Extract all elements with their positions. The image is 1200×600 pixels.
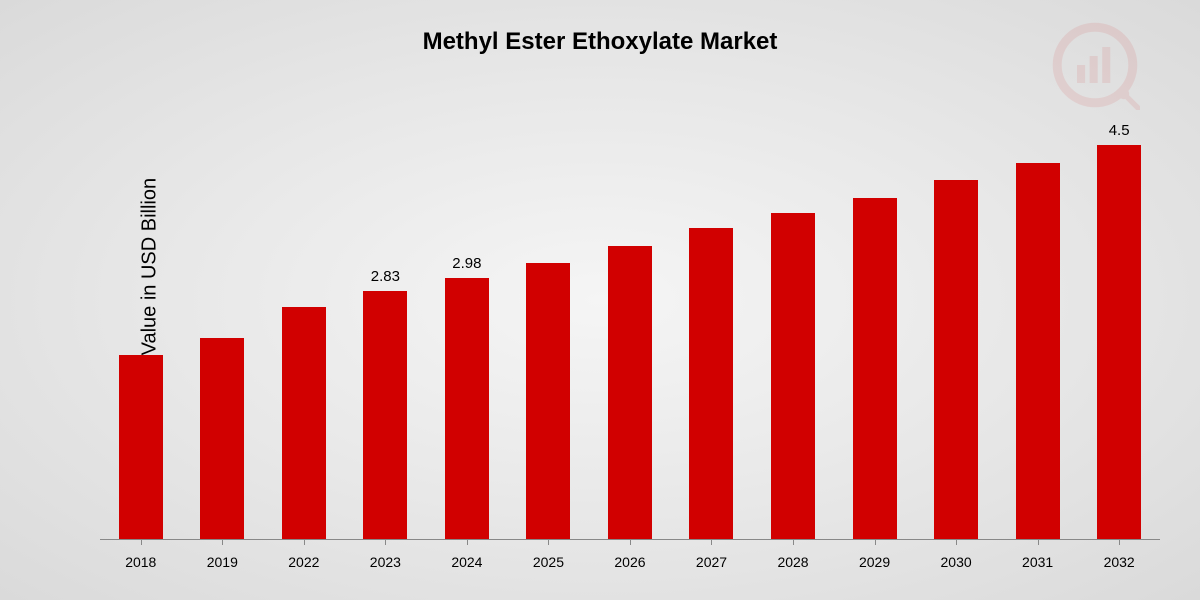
x-axis-label: 2026 — [589, 554, 671, 570]
bar — [689, 228, 733, 539]
bar-slot — [589, 110, 671, 539]
x-axis-label: 2023 — [345, 554, 427, 570]
bar-slot — [100, 110, 182, 539]
x-axis-label: 2031 — [997, 554, 1079, 570]
bar — [1097, 145, 1141, 539]
bar — [445, 278, 489, 539]
x-tick — [875, 539, 876, 545]
x-tick — [385, 539, 386, 545]
bar — [363, 291, 407, 539]
bar — [200, 338, 244, 539]
x-tick — [304, 539, 305, 545]
x-axis-label: 2025 — [508, 554, 590, 570]
bar-slot — [182, 110, 264, 539]
x-axis-label: 2018 — [100, 554, 182, 570]
bar-slot — [915, 110, 997, 539]
bar — [119, 355, 163, 539]
x-axis-label: 2028 — [752, 554, 834, 570]
bar-slot — [263, 110, 345, 539]
x-axis-label: 2029 — [834, 554, 916, 570]
x-tick — [711, 539, 712, 545]
x-tick — [630, 539, 631, 545]
bar-slot — [997, 110, 1079, 539]
bar-slot: 2.83 — [345, 110, 427, 539]
x-axis-label: 2019 — [182, 554, 264, 570]
chart-title: Methyl Ester Ethoxylate Market — [0, 28, 1200, 56]
bar-slot: 4.5 — [1078, 110, 1160, 539]
x-tick — [141, 539, 142, 545]
plot-area: 2.83 2.98 4.5 — [100, 110, 1160, 540]
bar-slot — [508, 110, 590, 539]
bar — [526, 263, 570, 539]
bar — [282, 307, 326, 539]
x-tick — [467, 539, 468, 545]
x-axis-label: 2030 — [915, 554, 997, 570]
x-axis-label: 2032 — [1078, 554, 1160, 570]
x-axis-label: 2027 — [671, 554, 753, 570]
x-axis-label: 2024 — [426, 554, 508, 570]
value-label: 2.83 — [371, 268, 400, 285]
x-tick — [1119, 539, 1120, 545]
bars-container: 2.83 2.98 4.5 — [100, 110, 1160, 539]
bar — [934, 180, 978, 539]
bar — [771, 213, 815, 539]
x-axis-labels: 2018201920222023202420252026202720282029… — [100, 554, 1160, 570]
bar-slot — [752, 110, 834, 539]
bar — [853, 198, 897, 539]
bar-slot — [671, 110, 753, 539]
bar — [608, 246, 652, 539]
bar — [1016, 163, 1060, 539]
x-axis-label: 2022 — [263, 554, 345, 570]
bar-slot: 2.98 — [426, 110, 508, 539]
x-tick — [793, 539, 794, 545]
bar-slot — [834, 110, 916, 539]
value-label: 2.98 — [452, 255, 481, 272]
x-tick — [222, 539, 223, 545]
x-tick — [956, 539, 957, 545]
x-tick — [1038, 539, 1039, 545]
value-label: 4.5 — [1109, 122, 1130, 139]
x-tick — [548, 539, 549, 545]
